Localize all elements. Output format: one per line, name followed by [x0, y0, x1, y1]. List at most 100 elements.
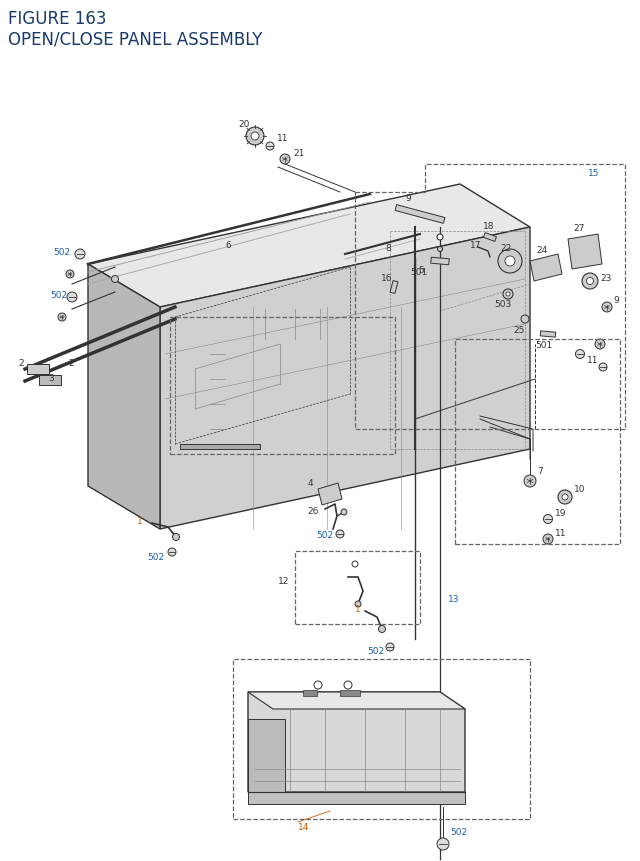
Polygon shape: [390, 282, 398, 294]
Text: 11: 11: [555, 529, 566, 538]
Circle shape: [344, 681, 352, 689]
Circle shape: [67, 293, 77, 303]
Circle shape: [543, 535, 553, 544]
Circle shape: [586, 278, 593, 285]
Text: 9: 9: [613, 295, 619, 304]
Polygon shape: [88, 185, 530, 307]
Text: 5: 5: [418, 265, 424, 274]
Text: 15: 15: [588, 168, 600, 177]
Text: 501: 501: [410, 267, 428, 276]
Circle shape: [521, 316, 529, 324]
Polygon shape: [395, 206, 445, 224]
Circle shape: [437, 838, 449, 850]
Circle shape: [599, 363, 607, 372]
Text: 24: 24: [536, 245, 547, 254]
Circle shape: [575, 350, 584, 359]
Circle shape: [543, 515, 552, 523]
Text: 11: 11: [587, 355, 598, 364]
Polygon shape: [88, 264, 160, 530]
Polygon shape: [248, 719, 285, 792]
Text: 26: 26: [307, 507, 318, 516]
Text: 1: 1: [137, 517, 143, 526]
Bar: [303, 691, 317, 697]
Polygon shape: [180, 444, 260, 449]
Text: 10: 10: [574, 485, 586, 494]
Text: OPEN/CLOSE PANEL ASSEMBLY: OPEN/CLOSE PANEL ASSEMBLY: [8, 30, 262, 48]
Text: 14: 14: [298, 822, 309, 832]
Text: 25: 25: [513, 325, 524, 334]
Circle shape: [251, 133, 259, 141]
Circle shape: [111, 276, 118, 283]
Circle shape: [386, 643, 394, 651]
Polygon shape: [431, 258, 449, 265]
Circle shape: [355, 601, 361, 607]
Polygon shape: [540, 331, 556, 338]
Polygon shape: [483, 233, 497, 242]
Text: 20: 20: [238, 120, 250, 128]
Circle shape: [505, 257, 515, 267]
Bar: [295, 551, 420, 624]
Circle shape: [602, 303, 612, 313]
Circle shape: [558, 491, 572, 505]
Circle shape: [66, 270, 74, 279]
Text: 22: 22: [500, 243, 511, 252]
Bar: [455, 339, 620, 544]
Circle shape: [352, 561, 358, 567]
Text: 11: 11: [277, 133, 289, 142]
Polygon shape: [160, 228, 530, 530]
Polygon shape: [27, 364, 49, 375]
Circle shape: [173, 534, 179, 541]
Circle shape: [336, 530, 344, 538]
Text: 8: 8: [385, 243, 391, 252]
Text: 9: 9: [405, 193, 411, 202]
Circle shape: [506, 293, 510, 297]
Circle shape: [168, 548, 176, 556]
Polygon shape: [530, 255, 562, 282]
Polygon shape: [248, 792, 465, 804]
Text: 4: 4: [308, 479, 314, 488]
Text: 1: 1: [355, 604, 361, 614]
Text: 13: 13: [448, 595, 460, 604]
Circle shape: [438, 247, 442, 252]
Polygon shape: [568, 235, 602, 269]
Circle shape: [266, 143, 274, 151]
Circle shape: [314, 681, 322, 689]
Circle shape: [562, 494, 568, 500]
Text: 12: 12: [278, 577, 289, 585]
Text: 502: 502: [316, 530, 333, 539]
Text: 2: 2: [68, 358, 74, 367]
Circle shape: [582, 274, 598, 289]
Text: 502: 502: [450, 827, 467, 837]
Text: 503: 503: [494, 299, 511, 308]
Polygon shape: [248, 692, 465, 792]
Circle shape: [437, 235, 443, 241]
Text: 7: 7: [537, 467, 543, 476]
Polygon shape: [248, 692, 465, 709]
Text: 23: 23: [600, 273, 611, 282]
Circle shape: [58, 313, 66, 322]
Polygon shape: [39, 375, 61, 386]
Text: 27: 27: [573, 223, 584, 232]
Bar: [233, 660, 530, 819]
Text: 502: 502: [50, 290, 67, 299]
Bar: [170, 318, 395, 455]
Text: FIGURE 163: FIGURE 163: [8, 10, 106, 28]
Circle shape: [246, 127, 264, 146]
Polygon shape: [318, 483, 342, 505]
Text: 16: 16: [381, 273, 392, 282]
Text: 502: 502: [147, 553, 164, 562]
Text: 6: 6: [225, 240, 231, 249]
Circle shape: [75, 250, 85, 260]
Circle shape: [524, 475, 536, 487]
Circle shape: [503, 289, 513, 300]
Text: 17: 17: [470, 240, 481, 249]
Text: 502: 502: [367, 647, 384, 656]
Text: 19: 19: [555, 509, 566, 518]
Circle shape: [498, 250, 522, 274]
Text: 21: 21: [293, 148, 305, 158]
Text: 3: 3: [48, 373, 54, 382]
Bar: [340, 691, 360, 697]
Circle shape: [280, 155, 290, 164]
Circle shape: [378, 626, 385, 633]
Text: 18: 18: [483, 221, 495, 230]
